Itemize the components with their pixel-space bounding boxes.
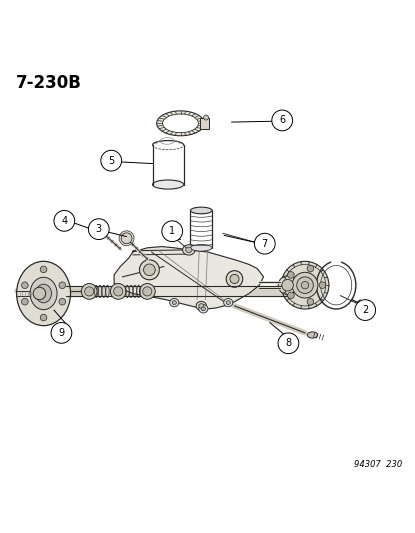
Text: 5: 5 [108,156,115,166]
Ellipse shape [226,301,230,304]
Circle shape [59,298,66,305]
Circle shape [162,221,183,241]
Polygon shape [92,224,103,233]
Ellipse shape [199,304,204,308]
Ellipse shape [144,264,155,276]
Ellipse shape [110,284,126,300]
Circle shape [272,110,293,131]
Circle shape [121,233,132,244]
Ellipse shape [153,180,184,189]
Ellipse shape [301,281,309,289]
Ellipse shape [292,272,318,298]
Text: 7: 7 [261,239,268,249]
Text: 6: 6 [279,116,285,125]
Circle shape [278,333,299,354]
Circle shape [319,282,326,288]
Polygon shape [114,247,264,309]
Ellipse shape [30,277,57,310]
Circle shape [288,272,294,278]
Ellipse shape [230,274,239,284]
Ellipse shape [278,276,297,295]
Ellipse shape [186,247,192,253]
Text: 94307  230: 94307 230 [354,460,403,469]
Text: 2: 2 [362,305,369,315]
Text: 1: 1 [169,226,175,236]
Circle shape [307,298,314,305]
Text: 9: 9 [59,328,64,338]
Circle shape [90,221,105,236]
Circle shape [92,223,103,233]
Ellipse shape [172,301,176,304]
Ellipse shape [307,332,318,338]
Ellipse shape [114,287,123,296]
Ellipse shape [163,114,198,133]
Ellipse shape [297,277,313,294]
Ellipse shape [81,284,97,300]
Polygon shape [121,233,132,243]
Circle shape [54,211,75,231]
Circle shape [88,219,109,239]
Text: 4: 4 [61,216,67,226]
Ellipse shape [190,245,212,251]
Ellipse shape [170,298,179,307]
Circle shape [40,314,47,321]
Circle shape [119,231,134,246]
Circle shape [51,322,72,343]
Circle shape [203,115,209,120]
Circle shape [22,298,28,305]
Ellipse shape [85,287,94,296]
Circle shape [22,282,28,288]
FancyBboxPatch shape [200,117,209,129]
Ellipse shape [36,284,51,303]
Text: 8: 8 [286,338,291,348]
Text: 7-230B: 7-230B [16,74,82,92]
Ellipse shape [281,261,329,309]
Ellipse shape [201,307,205,311]
Ellipse shape [224,298,233,307]
Ellipse shape [282,279,293,291]
Ellipse shape [143,287,152,296]
Ellipse shape [183,245,195,255]
Ellipse shape [157,111,205,136]
Ellipse shape [17,261,71,326]
Ellipse shape [139,284,155,300]
Ellipse shape [226,271,243,287]
Circle shape [40,266,47,273]
Circle shape [254,233,275,254]
Circle shape [288,292,294,298]
Ellipse shape [199,305,208,313]
Ellipse shape [190,207,212,214]
Circle shape [355,300,376,320]
Circle shape [59,282,66,288]
Text: 3: 3 [96,224,102,234]
Circle shape [307,265,314,272]
Circle shape [101,150,122,171]
Ellipse shape [196,301,207,311]
Ellipse shape [139,260,159,280]
Ellipse shape [33,287,46,300]
